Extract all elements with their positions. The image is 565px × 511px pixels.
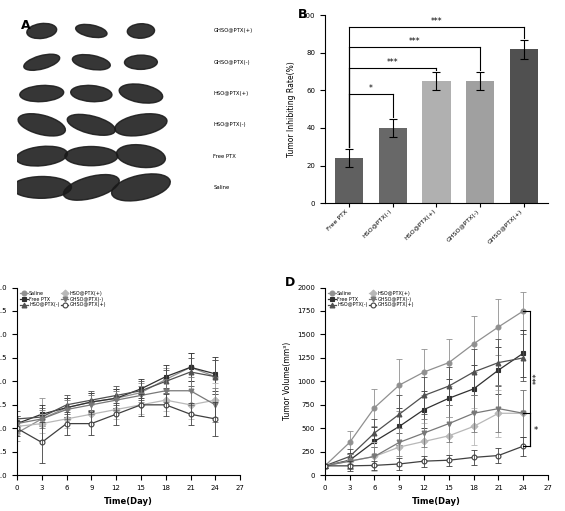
Y-axis label: Tumor Volume(mm³): Tumor Volume(mm³) (282, 342, 292, 421)
Ellipse shape (67, 114, 115, 135)
Legend: Saline, Free PTX, HSO@PTX(-), HSO@PTX(+), GHSO@PTX(-), GHSO@PTX(+): Saline, Free PTX, HSO@PTX(-), HSO@PTX(+)… (327, 290, 415, 308)
Bar (466, 81, 494, 203)
Legend: Saline, Free PTX, HSO@PTX(-), HSO@PTX(+), GHSO@PTX(-), GHSO@PTX(+): Saline, Free PTX, HSO@PTX(-), HSO@PTX(+)… (19, 290, 107, 308)
Bar (335, 158, 363, 203)
Ellipse shape (116, 145, 166, 168)
Ellipse shape (111, 174, 170, 201)
Ellipse shape (127, 24, 155, 38)
Ellipse shape (20, 85, 64, 102)
Text: GHSO@PTX(-): GHSO@PTX(-) (214, 60, 250, 65)
Ellipse shape (71, 85, 112, 102)
Text: *: * (369, 84, 373, 93)
Y-axis label: Tumor Inhibiting Rate(%): Tumor Inhibiting Rate(%) (287, 61, 296, 157)
Text: Saline: Saline (214, 185, 229, 190)
Bar (379, 128, 407, 203)
Ellipse shape (72, 55, 110, 70)
Ellipse shape (18, 113, 66, 136)
Bar (510, 49, 538, 203)
Ellipse shape (63, 175, 119, 200)
Text: HSO@PTX(+): HSO@PTX(+) (214, 91, 249, 96)
Ellipse shape (119, 84, 163, 103)
Text: D: D (285, 276, 295, 289)
Ellipse shape (124, 55, 158, 69)
Ellipse shape (12, 176, 72, 198)
Bar (422, 81, 451, 203)
Ellipse shape (16, 146, 67, 166)
Text: ***: *** (387, 58, 399, 67)
Ellipse shape (76, 25, 107, 38)
Text: ***: *** (409, 37, 420, 47)
Text: *: * (534, 426, 538, 435)
Text: ***: *** (431, 17, 442, 26)
Text: ***: *** (532, 373, 541, 384)
X-axis label: Time(Day): Time(Day) (104, 497, 153, 505)
Ellipse shape (24, 54, 60, 71)
Ellipse shape (65, 147, 118, 166)
Ellipse shape (115, 114, 167, 136)
X-axis label: Time(Day): Time(Day) (412, 497, 461, 505)
Text: Free PTX: Free PTX (214, 154, 236, 158)
Ellipse shape (27, 24, 56, 38)
Text: HSO@PTX(-): HSO@PTX(-) (214, 122, 246, 127)
Text: GHSO@PTX(+): GHSO@PTX(+) (214, 29, 253, 34)
Text: A: A (21, 19, 31, 32)
Text: B: B (298, 8, 307, 21)
